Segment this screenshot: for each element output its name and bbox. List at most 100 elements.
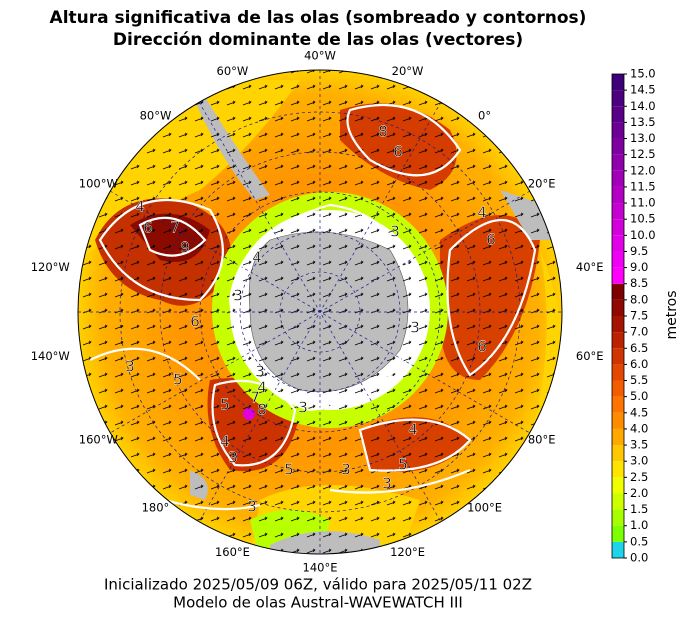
colorbar-tick-label: 9.0 — [630, 260, 648, 274]
contour-label: 7 — [170, 219, 180, 237]
colorbar-tick-label: 14.0 — [630, 99, 656, 113]
longitude-label: 160°W — [79, 433, 118, 447]
longitude-label: 60°W — [217, 64, 249, 78]
contour-label: 5 — [173, 371, 183, 389]
contour-label: 4 — [408, 421, 418, 439]
colorbar-bin — [612, 267, 624, 284]
colorbar-tick-label: 14.5 — [630, 83, 656, 97]
contour-label: 4 — [252, 249, 262, 267]
contour-label: 3 — [382, 475, 392, 493]
colorbar-bin — [612, 525, 624, 542]
colorbar-tick-label: 11.0 — [630, 196, 656, 210]
title: Dirección dominante de las olas (vectore… — [113, 30, 523, 50]
longitude-label: 40°W — [304, 49, 336, 63]
colorbar-tick-label: 1.5 — [630, 502, 648, 516]
colorbar-tick-label: 3.0 — [630, 454, 648, 468]
map-border — [77, 69, 563, 555]
colorbar-bin — [612, 396, 624, 413]
contour-label: 3 — [298, 399, 308, 417]
colorbar-tick-label: 11.5 — [630, 179, 656, 193]
contour-label: 3 — [390, 223, 400, 241]
colorbar-bin — [612, 283, 624, 300]
contour-label: 5 — [220, 396, 230, 414]
colorbar-tick-label: 15.0 — [630, 67, 656, 81]
colorbar-bin — [612, 122, 624, 139]
colorbar-bin — [612, 251, 624, 268]
colorbar-tick-label: 12.0 — [630, 163, 656, 177]
longitude-label: 100°W — [79, 177, 118, 191]
contour-label: 3 — [255, 363, 265, 381]
longitude-label: 20°E — [528, 177, 556, 191]
footer: Modelo de olas Austral-WAVEWATCH III — [173, 594, 463, 612]
contour-label: 4 — [257, 379, 267, 397]
longitude-label: 160°E — [215, 545, 250, 559]
contour-label: 6 — [393, 143, 403, 161]
footer: Inicializado 2025/05/09 06Z, válido para… — [104, 576, 532, 594]
contour-label: 3 — [233, 287, 243, 305]
colorbar-tick-label: 4.0 — [630, 421, 648, 435]
colorbar-bin — [612, 541, 624, 558]
longitude-label: 20°W — [392, 64, 424, 78]
colorbar-tick-label: 4.5 — [630, 405, 648, 419]
colorbar-tick-label: 5.5 — [630, 373, 648, 387]
colorbar-bin — [612, 332, 624, 349]
longitude-label: 140°W — [31, 349, 70, 363]
colorbar-bin — [612, 170, 624, 187]
contour-label: 4 — [220, 433, 230, 451]
longitude-label: 100°E — [467, 501, 502, 515]
title: Altura significativa de las olas (sombre… — [50, 8, 587, 28]
contour-label: 6 — [477, 338, 487, 356]
contour-label: 4 — [135, 198, 145, 216]
colorbar-tick-label: 9.5 — [630, 244, 648, 258]
colorbar-bin — [612, 90, 624, 107]
colorbar-bin — [612, 154, 624, 171]
colorbar-bin — [612, 380, 624, 397]
colorbar-bin — [612, 203, 624, 220]
colorbar-tick-label: 13.5 — [630, 115, 656, 129]
colorbar-tick-label: 10.5 — [630, 212, 656, 226]
colorbar-bin — [612, 235, 624, 252]
longitude-label: 60°E — [576, 349, 604, 363]
contour-label: 3 — [410, 319, 420, 337]
colorbar-bin — [612, 493, 624, 510]
colorbar-tick-label: 12.5 — [630, 147, 656, 161]
colorbar-bin — [612, 461, 624, 478]
contour-label: 5 — [398, 456, 408, 474]
contour-label: 6 — [190, 313, 200, 331]
contour-label: 3 — [341, 461, 351, 479]
colorbar-bin — [612, 74, 624, 91]
colorbar-bin — [612, 316, 624, 333]
map — [78, 70, 562, 554]
contour-label: 6 — [143, 219, 153, 237]
colorbar-bin — [612, 364, 624, 381]
longitude-label: 40°E — [576, 260, 604, 274]
colorbar-bin — [612, 186, 624, 204]
colorbar-bin — [612, 348, 624, 365]
longitude-label: 140°E — [303, 561, 338, 575]
colorbar-tick-label: 7.5 — [630, 309, 648, 323]
contour-label: 6 — [486, 231, 496, 249]
longitude-label: 0° — [478, 108, 491, 122]
colorbar-bin — [612, 106, 624, 123]
longitude-label: 180° — [142, 501, 170, 515]
colorbar-tick-label: 2.5 — [630, 470, 648, 484]
longitude-label: 120°E — [390, 545, 425, 559]
colorbar-bin — [612, 445, 624, 462]
colorbar-tick-label: 1.0 — [630, 518, 648, 532]
colorbar-bin — [612, 428, 624, 446]
colorbar-bin — [612, 299, 624, 316]
contour-label: 8 — [257, 401, 267, 419]
colorbar-bin — [612, 138, 624, 155]
colorbar-tick-label: 5.0 — [630, 389, 648, 403]
contour-label: 4 — [477, 204, 487, 222]
colorbar-tick-label: 10.0 — [630, 228, 656, 242]
colorbar-tick-label: 0.5 — [630, 534, 648, 548]
colorbar-label: metros — [664, 290, 680, 339]
longitude-label: 80°W — [140, 108, 172, 122]
longitude-label: 120°W — [31, 260, 70, 274]
contour-label: 9 — [180, 239, 190, 257]
contour-label: 3 — [228, 449, 238, 467]
longitude-label: 80°E — [528, 433, 556, 447]
colorbar-bin — [612, 412, 624, 429]
